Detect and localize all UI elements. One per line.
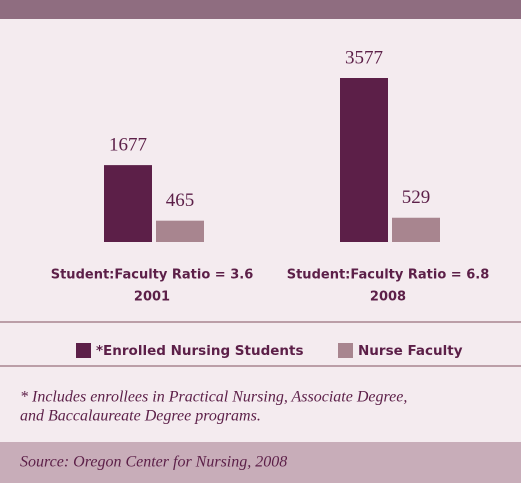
legend-label: *Enrolled Nursing Students <box>96 343 304 359</box>
x-tick-label: 2001 <box>134 290 170 305</box>
value-label: 1677 <box>109 134 147 155</box>
bar <box>340 78 388 242</box>
value-label: 465 <box>166 190 195 211</box>
value-label: 529 <box>402 187 431 208</box>
legend-swatch <box>338 343 353 358</box>
legend-label: Nurse Faculty <box>358 343 463 359</box>
annotation: Student:Faculty Ratio = 3.6 <box>51 268 254 283</box>
footnote: and Baccalaureate Degree programs. <box>20 408 261 425</box>
value-label: 3577 <box>345 47 383 68</box>
legend-swatch <box>76 343 91 358</box>
source-band <box>0 442 521 483</box>
footnote: * Includes enrollees in Practical Nursin… <box>20 389 407 406</box>
bar <box>104 165 152 242</box>
x-tick-label: 2008 <box>370 290 406 305</box>
bar <box>392 217 440 242</box>
bar <box>156 220 204 242</box>
annotation: Student:Faculty Ratio = 6.8 <box>287 268 490 283</box>
header-band <box>0 0 521 19</box>
source: Source: Oregon Center for Nursing, 2008 <box>20 454 287 471</box>
